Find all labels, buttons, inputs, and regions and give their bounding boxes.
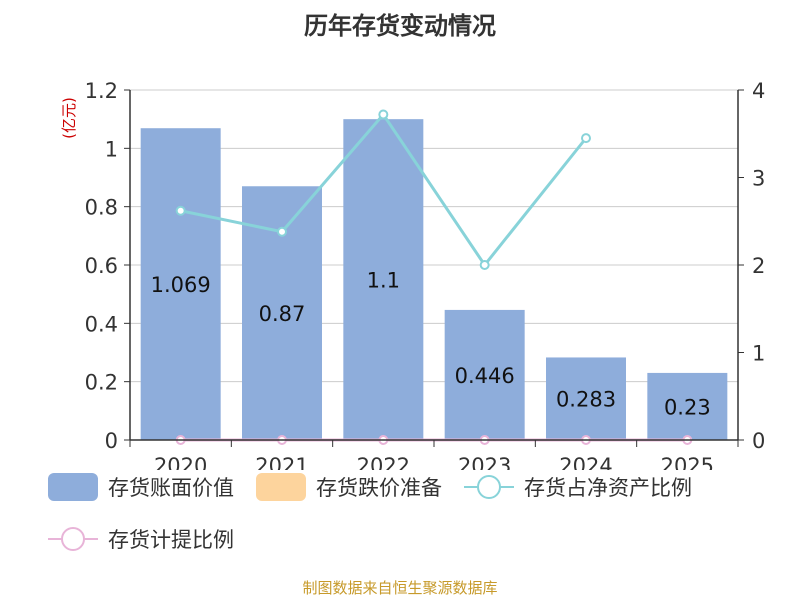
bar [140, 128, 221, 441]
legend: 存货账面价值 存货跌价准备 存货占净资产比例存货计提比例 [48, 470, 788, 556]
bar-data-label: 0.446 [455, 364, 515, 388]
net-asset-ratio-point [378, 109, 389, 120]
y-left-tick-label: 0.8 [85, 196, 118, 220]
legend-item[interactable]: 存货账面价值 [48, 470, 234, 504]
net-asset-ratio-point [581, 133, 591, 144]
bar-data-label: 0.283 [556, 388, 616, 412]
legend-label: 存货占净资产比例 [524, 476, 692, 500]
net-asset-ratio-point [479, 260, 490, 270]
y-right-tick-label: 4 [752, 79, 765, 103]
y-right-tick-label: 1 [752, 342, 765, 366]
net-asset-ratio-point [277, 226, 287, 237]
x-tick-label: 2020 [154, 454, 207, 470]
legend-swatch-box [256, 473, 306, 501]
legend-label: 存货账面价值 [108, 476, 234, 500]
y-left-unit-label: (亿元) [60, 97, 78, 139]
net-asset-ratio-point [175, 205, 186, 216]
bar-data-label: 1.069 [151, 273, 211, 297]
bar [546, 357, 626, 440]
legend-item[interactable]: 存货占净资产比例 [464, 470, 692, 504]
y-left-tick-label: 0.2 [85, 371, 118, 395]
bars-layer [140, 119, 728, 441]
bar [647, 372, 728, 440]
legend-item[interactable]: 存货跌价准备 [256, 470, 442, 504]
y-left-tick-label: 1.2 [85, 79, 118, 103]
y-right-tick-label: 2 [752, 254, 765, 278]
chart-title: 历年存货变动情况 [304, 12, 496, 40]
y-left-tick-label: 0.4 [85, 312, 118, 336]
bar [444, 309, 525, 440]
x-tick-label: 2024 [559, 454, 612, 470]
x-tick-label: 2022 [357, 454, 410, 470]
legend-swatch-box [48, 473, 98, 501]
grid-lines [130, 89, 738, 383]
y-right-tick-label: 0 [752, 429, 765, 453]
y-left-tick-label: 1 [105, 137, 118, 161]
legend-swatch-line [48, 525, 98, 553]
bar-data-label: 1.1 [367, 269, 400, 293]
bar-data-label: 0.87 [259, 302, 306, 326]
bar [343, 119, 424, 441]
x-tick-label: 2025 [661, 454, 714, 470]
y-left-tick-label: 0 [105, 429, 118, 453]
x-tick-label: 2021 [255, 454, 308, 470]
x-tick-label: 2023 [458, 454, 511, 470]
axes-layer: 0 0.2 0.4 0.6 0.8 1 1.2 0 1 2 3 4 (亿元) 2020 2021 2022 20… [60, 79, 765, 470]
legend-label: 存货跌价准备 [316, 476, 442, 500]
legend-label: 存货计提比例 [108, 528, 234, 552]
legend-item[interactable]: 存货计提比例 [48, 522, 234, 556]
source-note: 制图数据来自恒生聚源数据库 [302, 579, 498, 597]
legend-swatch-line [464, 473, 514, 501]
y-right-tick-label: 3 [752, 167, 765, 191]
y-left-tick-label: 0.6 [85, 254, 118, 278]
bar-labels-layer: 1.069 0.87 1.1 0.446 0.283 0.23 [151, 269, 711, 420]
chart-svg: 1.069 0.87 1.1 0.446 0.283 0.23 0 0.2 0.4 0.6 0.8… [60, 79, 765, 470]
bar-data-label: 0.23 [664, 395, 711, 419]
